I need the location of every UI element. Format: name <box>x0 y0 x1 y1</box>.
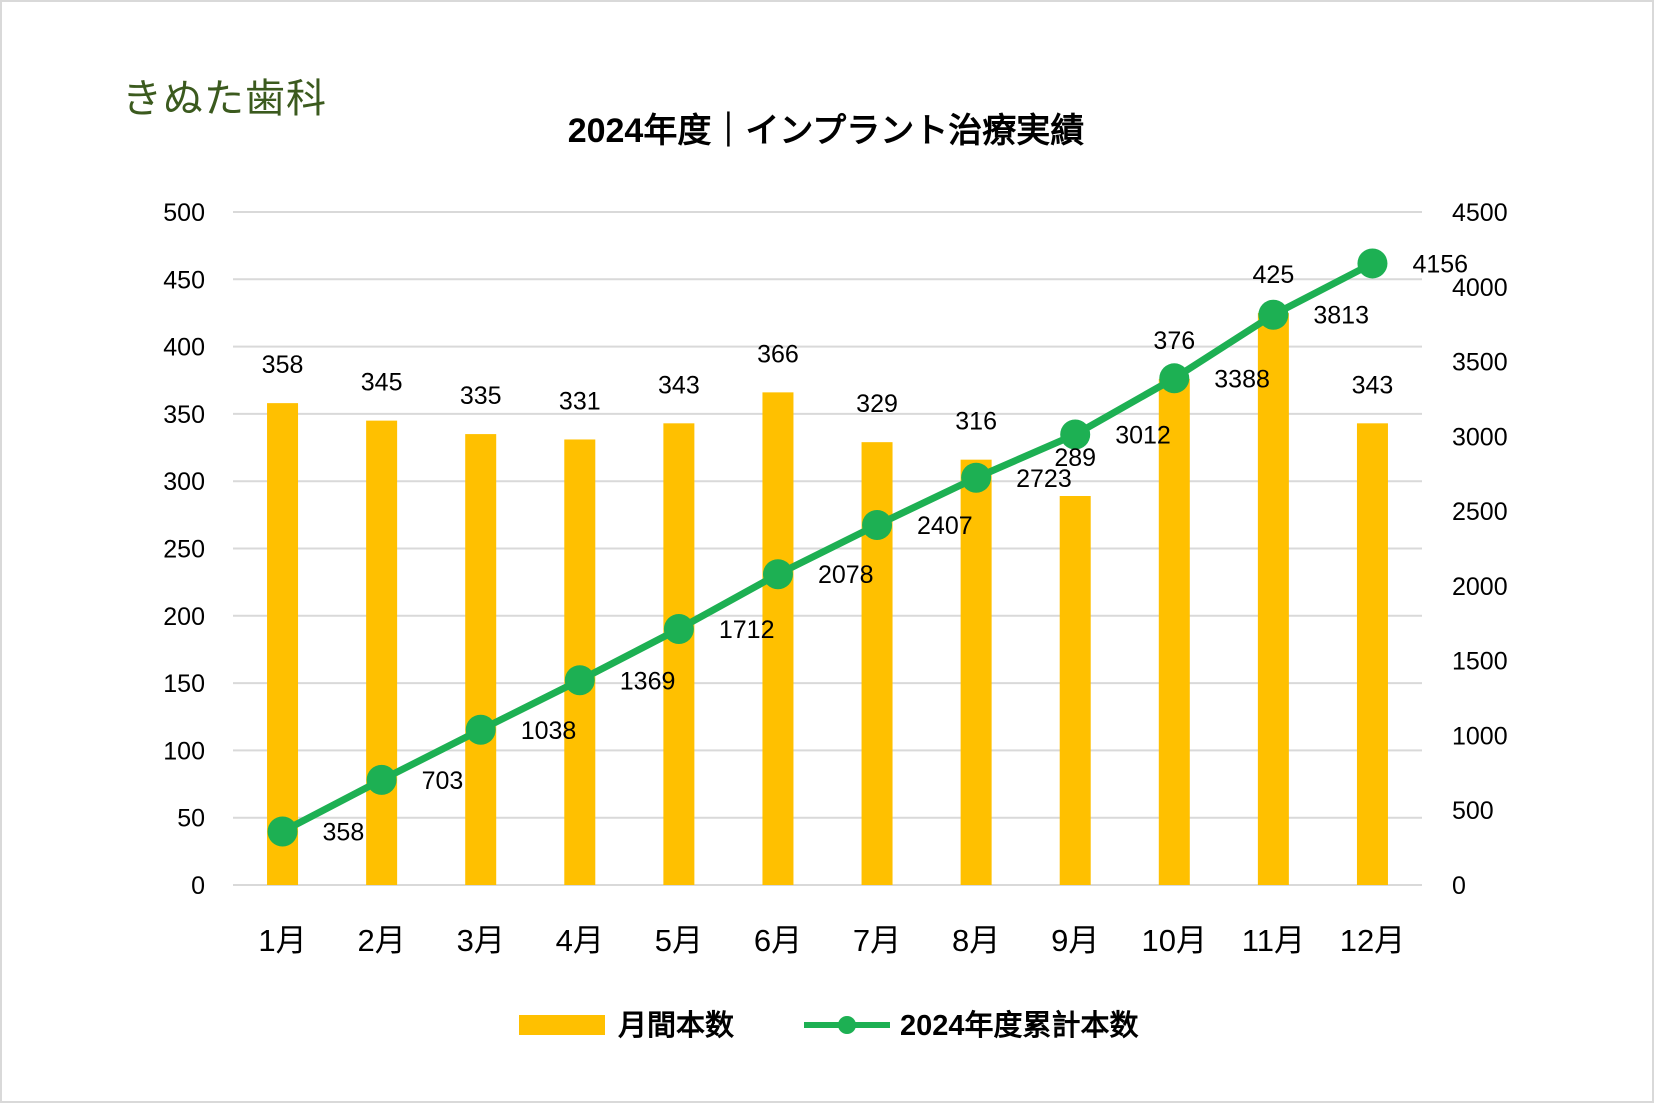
bar-data-label: 366 <box>757 340 799 368</box>
y-right-tick-label: 1500 <box>1452 648 1508 676</box>
bar-data-label: 343 <box>658 371 700 399</box>
line-data-label: 3813 <box>1313 302 1369 330</box>
cumulative-point <box>1258 299 1289 330</box>
line-data-label: 1369 <box>620 667 676 695</box>
cumulative-line <box>279 259 1376 835</box>
line-data-label: 3388 <box>1214 365 1270 393</box>
legend-label-monthly: 月間本数 <box>617 1009 735 1042</box>
bar-monthly <box>267 403 299 885</box>
y-left-tick-label: 350 <box>163 401 205 429</box>
bar-data-label: 289 <box>1054 444 1096 472</box>
y-left-tick-label: 400 <box>163 334 205 362</box>
y-left-tick-label: 500 <box>163 199 205 227</box>
line-data-label: 4156 <box>1412 250 1468 278</box>
cumulative-point <box>366 764 397 795</box>
line-data-label: 3012 <box>1115 422 1171 450</box>
x-tick-label: 7月 <box>853 923 901 958</box>
x-tick-label: 3月 <box>457 923 505 958</box>
y-left-tick-label: 0 <box>191 872 205 900</box>
y-left-tick-label: 200 <box>163 603 205 631</box>
y-right-tick-label: 2500 <box>1452 498 1508 526</box>
x-tick-label: 5月 <box>655 923 703 958</box>
bar-monthly <box>1257 312 1289 885</box>
bar-monthly <box>762 392 794 885</box>
y-left-tick-label: 300 <box>163 468 205 496</box>
x-tick-label: 8月 <box>952 923 1000 958</box>
y-right-tick-label: 3000 <box>1452 423 1508 451</box>
legend-bar-swatch <box>519 1015 605 1035</box>
cumulative-point <box>862 510 893 541</box>
y-right-tick-label: 4000 <box>1452 274 1508 302</box>
cumulative-point <box>564 665 595 696</box>
y-left-tick-label: 50 <box>177 805 205 833</box>
bar-data-label: 425 <box>1253 261 1295 289</box>
line-data-label: 358 <box>323 818 365 846</box>
cumulative-point <box>762 559 793 590</box>
cumulative-point <box>1159 363 1190 394</box>
x-tick-label: 4月 <box>556 923 604 958</box>
legend-label-cumulative: 2024年度累計本数 <box>900 1008 1140 1042</box>
cumulative-point <box>961 462 992 493</box>
bar-monthly <box>1356 423 1388 885</box>
x-tick-label: 6月 <box>754 923 802 958</box>
brand-logo-text: きぬた歯科 <box>122 76 327 122</box>
y-left-tick-label: 150 <box>163 670 205 698</box>
bar-data-label: 343 <box>1352 371 1394 399</box>
bar-monthly <box>663 423 695 885</box>
y-right-tick-label: 1000 <box>1452 722 1508 750</box>
cumulative-point <box>1357 248 1388 279</box>
bar-data-label: 331 <box>559 387 601 415</box>
bar-monthly <box>465 434 497 885</box>
x-tick-label: 12月 <box>1340 923 1405 958</box>
bar-data-label: 329 <box>856 390 898 418</box>
chart-title: 2024年度｜インプラント治療実績 <box>568 111 1085 150</box>
y-left-tick-label: 250 <box>163 536 205 564</box>
x-tick-label: 2月 <box>358 923 406 958</box>
bar-monthly <box>366 420 398 885</box>
x-tick-label: 11月 <box>1242 923 1305 958</box>
line-data-label: 1038 <box>521 717 577 745</box>
bar-monthly <box>564 439 596 885</box>
bar-monthly <box>1158 378 1190 885</box>
y-right-tick-label: 0 <box>1452 872 1466 900</box>
y-right-tick-label: 3500 <box>1452 349 1508 377</box>
line-data-label: 2078 <box>818 561 874 589</box>
y-right-tick-label: 4500 <box>1452 199 1508 227</box>
bar-data-label: 316 <box>955 408 997 436</box>
y-left-tick-label: 450 <box>163 266 205 294</box>
bar-data-label: 358 <box>262 351 304 379</box>
cumulative-point <box>663 613 694 644</box>
bar-data-label: 335 <box>460 382 502 410</box>
line-data-label: 703 <box>422 767 464 795</box>
cumulative-point <box>1060 419 1091 450</box>
x-tick-label: 9月 <box>1051 923 1099 958</box>
x-tick-label: 10月 <box>1142 923 1207 958</box>
bar-monthly <box>1059 496 1091 885</box>
y-right-tick-label: 500 <box>1452 797 1494 825</box>
y-right-tick-label: 2000 <box>1452 573 1508 601</box>
x-tick-label: 1月 <box>258 923 306 958</box>
line-data-label: 2407 <box>917 512 973 540</box>
line-data-label: 1712 <box>719 616 775 644</box>
y-left-tick-label: 100 <box>163 737 205 765</box>
bar-data-label: 376 <box>1153 327 1195 355</box>
bar-monthly <box>960 459 992 885</box>
bar-monthly <box>861 442 893 885</box>
legend-line-marker <box>838 1016 856 1034</box>
cumulative-point <box>267 816 298 847</box>
cumulative-point <box>465 714 496 745</box>
line-data-label: 2723 <box>1016 465 1072 493</box>
bar-data-label: 345 <box>361 369 403 397</box>
